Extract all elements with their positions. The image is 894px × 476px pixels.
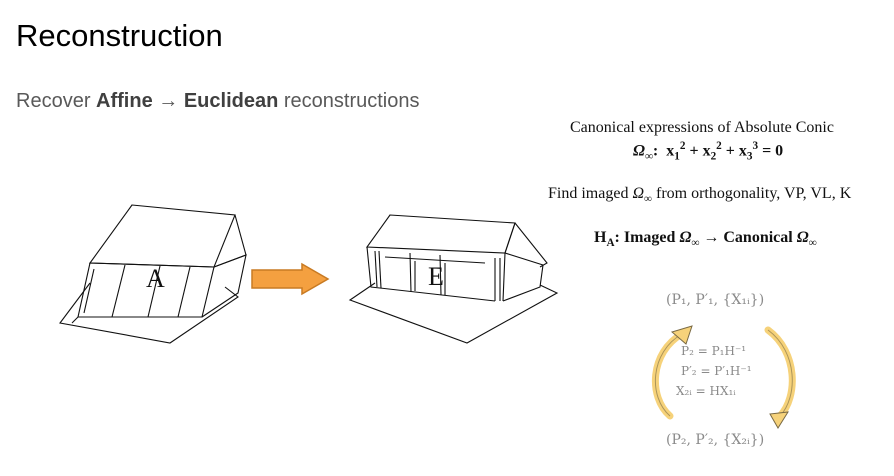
row3-left: X₂ᵢ	[676, 384, 692, 398]
house-label-a: A	[146, 264, 165, 293]
ha-a: A	[606, 237, 615, 250]
subtitle-affine: Affine	[96, 90, 153, 112]
row2-right: = P′₁H⁻¹	[700, 364, 752, 378]
ha-arrow: → Canonical	[699, 229, 797, 246]
cycle-bottom-equation: (P₂, P′₂, {X₂ᵢ})	[666, 432, 765, 448]
ha-h: H	[594, 229, 607, 246]
x1: x	[666, 142, 675, 160]
line3-prefix: Find imaged	[548, 185, 633, 202]
ha-mapping-text: HA: Imaged Ω∞ → Canonical Ω∞	[594, 229, 817, 249]
inf-sub-2: ∞	[644, 193, 652, 206]
absolute-conic-heading: Canonical expressions of Absolute Conic	[570, 119, 834, 136]
inf-sub: ∞	[644, 150, 653, 163]
x2: x	[702, 142, 711, 160]
x3: x	[738, 142, 747, 160]
omega-symbol-4: Ω	[796, 229, 809, 246]
row1-right: = P₁H⁻¹	[697, 344, 747, 358]
subtitle-suffix: reconstructions	[278, 90, 420, 112]
cycle-top-equation: (P₁, P′₁, {X₁ᵢ})	[666, 292, 765, 308]
cycle-row-1: P₂ = P₁H⁻¹	[681, 344, 746, 358]
subtitle-prefix: Recover	[16, 90, 97, 112]
cycle-row-2: P′₂ = P′₁H⁻¹	[681, 364, 752, 378]
euclidean-house-sketch: E	[348, 214, 559, 344]
affine-house-sketch: A	[59, 204, 247, 344]
transform-arrow-icon	[251, 262, 330, 296]
slide-title: Reconstruction	[16, 18, 223, 53]
row1-left: P₂	[681, 344, 694, 358]
cycle-arrows-icon	[651, 325, 796, 429]
eq-zero: = 0	[758, 142, 784, 160]
subtitle-euclidean: Euclidean	[183, 90, 279, 112]
house-label-e: E	[428, 262, 444, 291]
subtitle-arrow: →	[152, 90, 184, 112]
slide-subtitle: Recover Affine → Euclidean reconstructio…	[16, 90, 419, 113]
absolute-conic-equation: Ω∞: x12 + x22 + x33 = 0	[633, 140, 784, 163]
ha-mid: : Imaged	[614, 229, 680, 246]
row2-left: P′₂	[681, 364, 697, 378]
inf-sub-4: ∞	[808, 237, 817, 250]
omega-symbol: Ω	[633, 142, 645, 160]
cycle-row-3: X₂ᵢ = HX₁ᵢ	[676, 384, 736, 398]
imaged-omega-text: Find imaged Ω∞ from orthogonality, VP, V…	[548, 185, 851, 205]
omega-symbol-2: Ω	[632, 185, 645, 202]
inf-sub-3: ∞	[691, 237, 700, 250]
line3-suffix: from orthogonality, VP, VL, K	[652, 185, 852, 202]
row3-right: = HX₁ᵢ	[695, 384, 736, 398]
omega-symbol-3: Ω	[679, 229, 692, 246]
